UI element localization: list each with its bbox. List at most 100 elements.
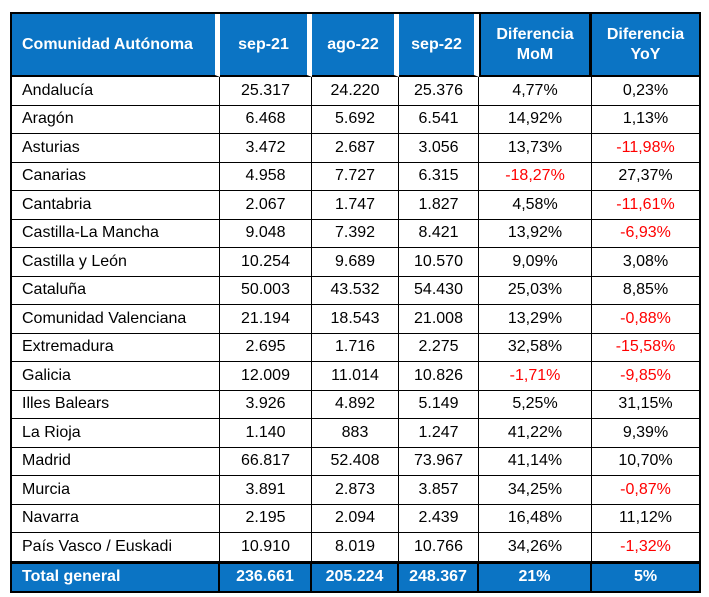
community-name-cell: Extremadura bbox=[12, 333, 220, 362]
sep22-value-cell: 5.149 bbox=[399, 390, 479, 419]
ago22-value-cell: 2.873 bbox=[312, 476, 399, 505]
community-name-cell: Andalucía bbox=[12, 77, 220, 106]
column-header-diferencia-yoy: Diferencia YoY bbox=[592, 14, 699, 77]
ago22-value-cell: 2.687 bbox=[312, 134, 399, 163]
ago22-value-cell: 9.689 bbox=[312, 248, 399, 277]
ago22-value-cell: 1.716 bbox=[312, 333, 399, 362]
sep21-value-cell: 6.468 bbox=[220, 105, 312, 134]
diferencia-yoy-cell: 8,85% bbox=[592, 277, 699, 305]
sep21-value-cell: 25.317 bbox=[220, 77, 312, 106]
total-sep22-cell: 248.367 bbox=[399, 561, 479, 591]
diferencia-mom-cell: 13,73% bbox=[479, 134, 592, 163]
sep22-value-cell: 10.766 bbox=[399, 533, 479, 562]
sep21-value-cell: 3.891 bbox=[220, 476, 312, 505]
sep22-value-cell: 10.570 bbox=[399, 248, 479, 277]
column-header-ago22: ago-22 bbox=[312, 14, 399, 77]
table-row: Aragón 6.468 5.692 6.541 14,92% 1,13% bbox=[12, 105, 699, 134]
total-row: Total general 236.661 205.224 248.367 21… bbox=[12, 561, 699, 591]
regions-data-table: Comunidad Autónoma sep-21 ago-22 sep-22 … bbox=[12, 14, 699, 591]
table-row: La Rioja 1.140 883 1.247 41,22% 9,39% bbox=[12, 419, 699, 448]
ago22-value-cell: 1.747 bbox=[312, 191, 399, 220]
table-row: Madrid 66.817 52.408 73.967 41,14% 10,70… bbox=[12, 447, 699, 476]
sep22-value-cell: 6.541 bbox=[399, 105, 479, 134]
table-row: Extremadura 2.695 1.716 2.275 32,58% -15… bbox=[12, 333, 699, 362]
diferencia-mom-cell: 13,92% bbox=[479, 219, 592, 248]
diferencia-mom-cell: 9,09% bbox=[479, 248, 592, 277]
column-header-comunidad: Comunidad Autónoma bbox=[12, 14, 220, 77]
sep22-value-cell: 25.376 bbox=[399, 77, 479, 106]
diferencia-yoy-cell: 11,12% bbox=[592, 505, 699, 533]
diferencia-mom-cell: 13,29% bbox=[479, 305, 592, 334]
ago22-value-cell: 24.220 bbox=[312, 77, 399, 106]
total-ago22-cell: 205.224 bbox=[312, 561, 399, 591]
data-table-container: Comunidad Autónoma sep-21 ago-22 sep-22 … bbox=[10, 12, 701, 593]
diferencia-mom-cell: 14,92% bbox=[479, 105, 592, 134]
column-header-diferencia-mom: Diferencia MoM bbox=[479, 14, 592, 77]
sep22-value-cell: 8.421 bbox=[399, 219, 479, 248]
diferencia-yoy-cell: -11,98% bbox=[592, 134, 699, 163]
community-name-cell: Castilla-La Mancha bbox=[12, 219, 220, 248]
ago22-value-cell: 5.692 bbox=[312, 105, 399, 134]
sep21-value-cell: 50.003 bbox=[220, 276, 312, 305]
community-name-cell: Madrid bbox=[12, 447, 220, 476]
diferencia-mom-cell: 4,77% bbox=[479, 77, 592, 106]
table-row: Cataluña 50.003 43.532 54.430 25,03% 8,8… bbox=[12, 276, 699, 305]
total-label-cell: Total general bbox=[12, 561, 220, 591]
sep21-value-cell: 4.958 bbox=[220, 162, 312, 191]
header-row: Comunidad Autónoma sep-21 ago-22 sep-22 … bbox=[12, 14, 699, 77]
sep22-value-cell: 21.008 bbox=[399, 305, 479, 334]
diferencia-yoy-cell: 9,39% bbox=[592, 419, 699, 448]
ago22-value-cell: 52.408 bbox=[312, 447, 399, 476]
diferencia-mom-cell: 34,25% bbox=[479, 476, 592, 505]
table-row: Canarias 4.958 7.727 6.315 -18,27% 27,37… bbox=[12, 162, 699, 191]
diferencia-yoy-cell: -9,85% bbox=[592, 362, 699, 391]
sep21-value-cell: 66.817 bbox=[220, 447, 312, 476]
sep21-value-cell: 3.472 bbox=[220, 134, 312, 163]
sep21-value-cell: 1.140 bbox=[220, 419, 312, 448]
diferencia-yoy-cell: -6,93% bbox=[592, 220, 699, 248]
sep22-value-cell: 3.056 bbox=[399, 134, 479, 163]
community-name-cell: La Rioja bbox=[12, 419, 220, 448]
community-name-cell: Illes Balears bbox=[12, 390, 220, 419]
sep21-value-cell: 2.067 bbox=[220, 191, 312, 220]
table-footer: Total general 236.661 205.224 248.367 21… bbox=[12, 561, 699, 591]
community-name-cell: Cataluña bbox=[12, 276, 220, 305]
table-row: País Vasco / Euskadi 10.910 8.019 10.766… bbox=[12, 533, 699, 562]
sep22-value-cell: 2.439 bbox=[399, 504, 479, 533]
sep21-value-cell: 21.194 bbox=[220, 305, 312, 334]
diferencia-yoy-cell: -15,58% bbox=[592, 334, 699, 362]
sep21-value-cell: 12.009 bbox=[220, 362, 312, 391]
ago22-value-cell: 18.543 bbox=[312, 305, 399, 334]
table-row: Murcia 3.891 2.873 3.857 34,25% -0,87% bbox=[12, 476, 699, 505]
ago22-value-cell: 8.019 bbox=[312, 533, 399, 562]
community-name-cell: Asturias bbox=[12, 134, 220, 163]
sep22-value-cell: 54.430 bbox=[399, 276, 479, 305]
sep21-value-cell: 2.695 bbox=[220, 333, 312, 362]
sep21-value-cell: 9.048 bbox=[220, 219, 312, 248]
community-name-cell: Canarias bbox=[12, 162, 220, 191]
table-row: Illes Balears 3.926 4.892 5.149 5,25% 31… bbox=[12, 390, 699, 419]
diferencia-yoy-cell: 10,70% bbox=[592, 448, 699, 476]
table-row: Cantabria 2.067 1.747 1.827 4,58% -11,61… bbox=[12, 191, 699, 220]
sep21-value-cell: 10.254 bbox=[220, 248, 312, 277]
table-header: Comunidad Autónoma sep-21 ago-22 sep-22 … bbox=[12, 14, 699, 77]
sep22-value-cell: 2.275 bbox=[399, 333, 479, 362]
table-row: Andalucía 25.317 24.220 25.376 4,77% 0,2… bbox=[12, 77, 699, 106]
ago22-value-cell: 883 bbox=[312, 419, 399, 448]
ago22-value-cell: 11.014 bbox=[312, 362, 399, 391]
diferencia-yoy-cell: 27,37% bbox=[592, 163, 699, 191]
diferencia-mom-cell: 4,58% bbox=[479, 191, 592, 220]
diferencia-mom-cell: 34,26% bbox=[479, 533, 592, 562]
total-yoy-cell: 5% bbox=[592, 561, 699, 591]
total-mom-cell: 21% bbox=[479, 561, 592, 591]
diferencia-yoy-cell: -0,87% bbox=[592, 476, 699, 505]
diferencia-mom-cell: 5,25% bbox=[479, 390, 592, 419]
diferencia-mom-cell: 25,03% bbox=[479, 276, 592, 305]
diferencia-mom-cell: 41,22% bbox=[479, 419, 592, 448]
sep22-value-cell: 6.315 bbox=[399, 162, 479, 191]
diferencia-yoy-cell: 0,23% bbox=[592, 77, 699, 106]
sep22-value-cell: 1.247 bbox=[399, 419, 479, 448]
table-row: Castilla-La Mancha 9.048 7.392 8.421 13,… bbox=[12, 219, 699, 248]
diferencia-yoy-cell: -0,88% bbox=[592, 305, 699, 334]
ago22-value-cell: 4.892 bbox=[312, 390, 399, 419]
